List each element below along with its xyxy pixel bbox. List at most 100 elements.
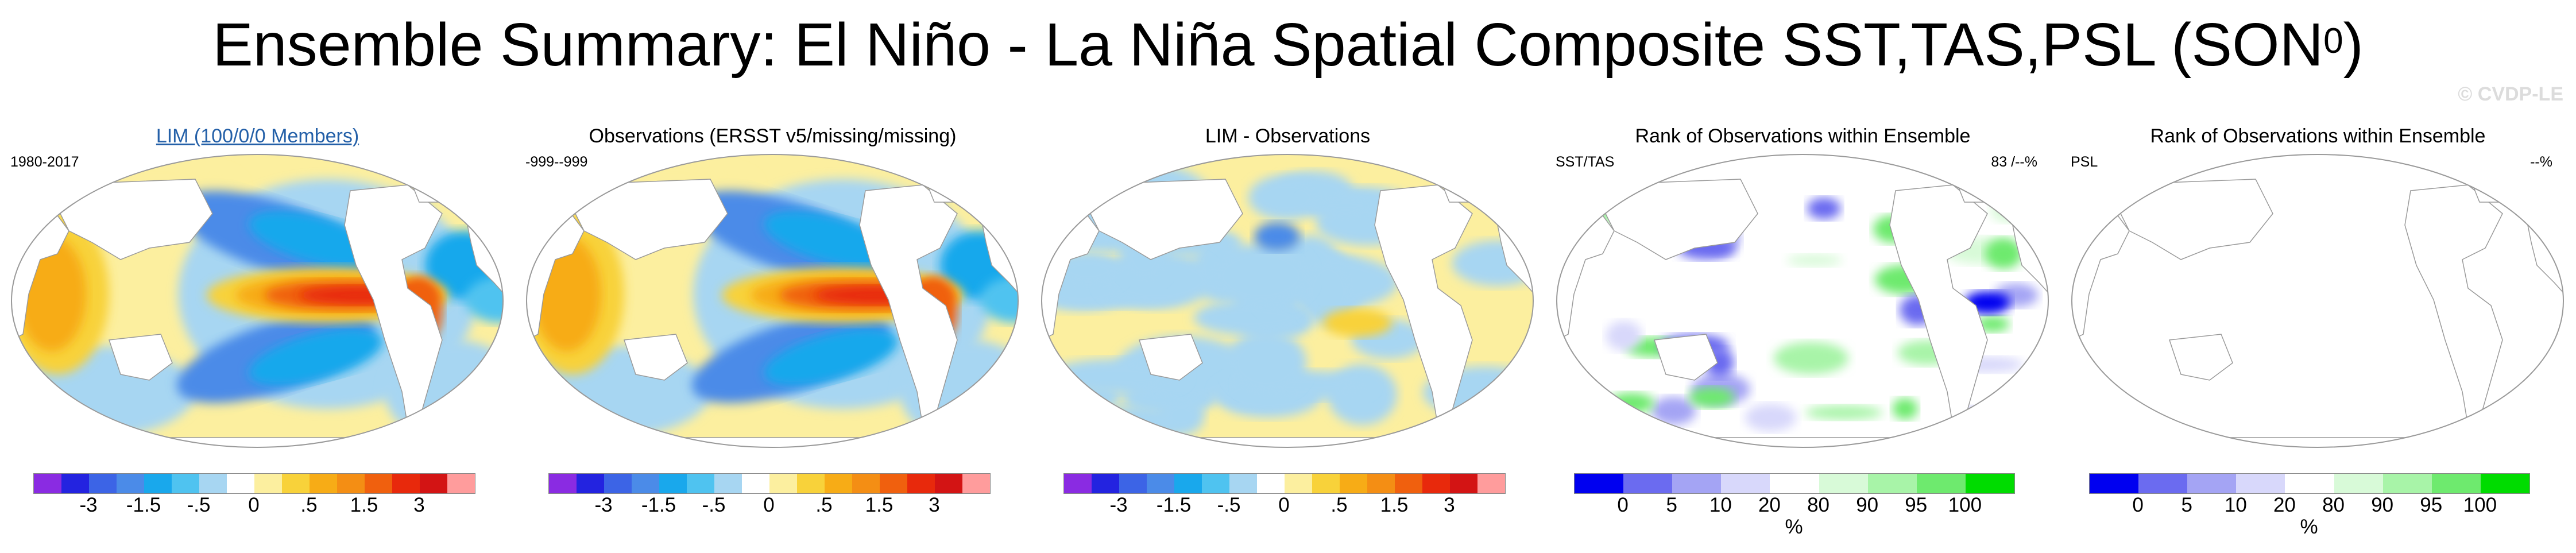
diff-blue (1225, 330, 1307, 396)
diff-blue (1300, 257, 1356, 326)
colorbar-swatch (1064, 474, 1092, 493)
colorbar-tick-label: -.5 (187, 494, 211, 516)
continent-outline (560, 179, 728, 260)
colorbar-tick-label: -1.5 (641, 494, 676, 516)
rank-blob (1606, 320, 1642, 351)
continent-outline (1042, 437, 1533, 447)
colorbar-tick-label: 1.5 (1380, 494, 1409, 516)
map-el-nino-composite (11, 154, 504, 448)
diff-blue (1158, 396, 1205, 436)
colorbar (1574, 473, 2015, 494)
colorbar-swatch (2382, 474, 2432, 493)
colorbar-swatch (1916, 474, 1966, 493)
colorbar-tick-label: .5 (1330, 494, 1348, 516)
panel-left-label: 1980-2017 (10, 154, 79, 170)
colorbar-swatch (447, 474, 475, 493)
colorbar-swatch (1147, 474, 1174, 493)
rank-blob (1773, 342, 1848, 374)
colorbar-tick-label: 20 (1758, 494, 1781, 516)
colorbar-tick-label: 80 (1807, 494, 1830, 516)
rank-blob (1651, 396, 1696, 425)
colorbar-tick-label: 5 (2181, 494, 2192, 516)
map-outline (1556, 154, 2049, 448)
colorbar-swatch (962, 474, 990, 493)
colorbar-swatch (1623, 474, 1673, 493)
continent-outline (1075, 179, 1243, 260)
continent-outline (45, 179, 213, 260)
colorbar-tick-label: 80 (2322, 494, 2345, 516)
sp-cold-core (764, 328, 898, 386)
colorbar-swatch (549, 474, 577, 493)
panel-title: LIM (100/0/0 Members) (156, 125, 359, 147)
colorbar-tick-label: -.5 (702, 494, 726, 516)
colorbar-swatch (825, 474, 852, 493)
atlantic-cold-2 (465, 277, 503, 323)
panel-right-label: 83 /--% (1991, 154, 2037, 170)
atlantic-cold-2 (980, 277, 1018, 323)
rank-blob (1892, 397, 1918, 420)
sp-cold-core (249, 328, 383, 386)
colorbar-swatch (880, 474, 907, 493)
map-el-nino-composite (526, 154, 1019, 448)
colorbar-tick-label: 0 (1278, 494, 1290, 516)
continent-outline (108, 334, 173, 381)
colorbar-swatch (687, 474, 714, 493)
colorbar (548, 473, 991, 494)
panel-right-label: --% (2530, 154, 2552, 170)
colorbar-swatch (254, 474, 282, 493)
colorbar-tick-label: 0 (248, 494, 260, 516)
rank-green (1689, 387, 1735, 408)
colorbar-ticks: 0 5 10 20 80 90 95 100 (1545, 494, 2060, 517)
diff-blue-core (1254, 222, 1300, 251)
colorbar-swatch (2138, 474, 2188, 493)
diff-blue (1053, 252, 1124, 289)
colorbar-unit: % (1785, 516, 1803, 538)
continent-outline (1889, 184, 1988, 427)
colorbar-swatch (282, 474, 310, 493)
colorbar-tick-label: 1.5 (865, 494, 894, 516)
colorbar-tick-label: 20 (2273, 494, 2296, 516)
colorbar-tick-label: 10 (2224, 494, 2247, 516)
panel-2: Observations (ERSST v5/missing/missing) -… (515, 0, 1030, 553)
colorbar-swatch (117, 474, 144, 493)
colorbar-swatch (1672, 474, 1722, 493)
colorbar-swatch (714, 474, 742, 493)
colorbar-swatch (797, 474, 825, 493)
panel-left-label: -999--999 (525, 154, 588, 170)
panel-left-label: SST/TAS (1556, 154, 1615, 170)
colorbar-tick-label: 0 (1617, 494, 1629, 516)
colorbar-swatch (1867, 474, 1917, 493)
np-cold-core (764, 211, 898, 268)
colorbar-swatch (1119, 474, 1147, 493)
map-outline (526, 154, 1019, 448)
colorbar-swatch (2090, 474, 2139, 493)
colorbar-swatch (227, 474, 254, 493)
colorbar-ticks: -3 -1.5 -.5 0 .5 1.5 3 (1030, 494, 1545, 517)
continent-outline (623, 334, 688, 381)
colorbar-swatch (1819, 474, 1868, 493)
colorbar-swatch (2480, 474, 2529, 493)
watermark: © CVDP-LE (2458, 83, 2563, 105)
colorbar-swatch (365, 474, 392, 493)
colorbar-tick-label: 10 (1709, 494, 1732, 516)
continent-outline (344, 184, 443, 427)
colorbar-swatch (742, 474, 769, 493)
colorbar-swatch (1477, 474, 1505, 493)
colorbar-swatch (2285, 474, 2334, 493)
colorbar-ticks: -3 -1.5 -.5 0 .5 1.5 3 (515, 494, 1030, 517)
continent-outline (527, 437, 1018, 447)
continent-outline (2525, 207, 2563, 301)
colorbar-swatch (310, 474, 337, 493)
colorbar-tick-label: 3 (413, 494, 425, 516)
colorbar-swatch (1965, 474, 2014, 493)
colorbar-swatch (1285, 474, 1312, 493)
colorbar-swatch (1395, 474, 1422, 493)
colorbar-swatch (392, 474, 420, 493)
continent-outline (1590, 179, 1758, 260)
panel-left-label: PSL (2071, 154, 2098, 170)
rank-blob (1807, 198, 1841, 219)
colorbar-swatch (935, 474, 962, 493)
colorbar-swatch (2431, 474, 2481, 493)
panel-title: LIM - Observations (1205, 125, 1371, 147)
panel-title: Observations (ERSST v5/missing/missing) (589, 125, 957, 147)
